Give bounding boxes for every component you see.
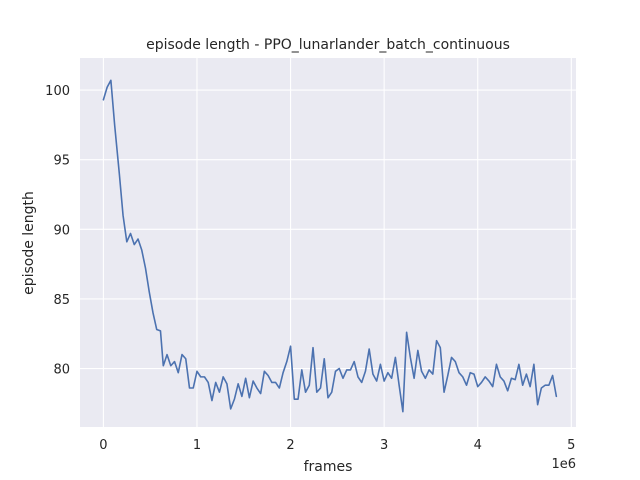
y-tick-label: 80: [53, 363, 70, 378]
y-axis-label: episode length: [21, 191, 37, 295]
y-tick-label: 95: [53, 154, 70, 169]
x-tick-labels: 0 1 2 3 4 5: [99, 438, 575, 453]
y-tick-labels: 80 85 90 95 100: [45, 84, 70, 377]
y-tick-label: 90: [53, 223, 70, 238]
y-tick-label: 100: [45, 84, 70, 99]
y-gridlines: [80, 89, 576, 370]
x-tick-label: 3: [380, 438, 388, 453]
chart-title: episode length - PPO_lunarlander_batch_c…: [146, 37, 510, 53]
y-tick-label: 85: [53, 293, 70, 308]
x-tick-label: 1: [193, 438, 201, 453]
x-offset-label: 1e6: [551, 457, 576, 472]
series-line: [102, 79, 558, 413]
x-tick-label: 2: [286, 438, 294, 453]
plot-background: [80, 58, 576, 427]
x-tick-label: 0: [99, 438, 107, 453]
series-layer: [102, 79, 558, 413]
x-tick-label: 4: [474, 438, 482, 453]
x-axis-label: frames: [304, 459, 353, 475]
x-tick-label: 5: [567, 438, 575, 453]
x-gridlines: [102, 58, 572, 427]
